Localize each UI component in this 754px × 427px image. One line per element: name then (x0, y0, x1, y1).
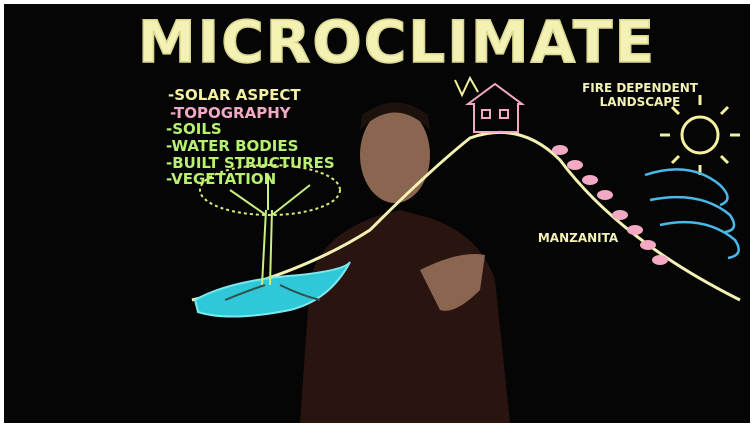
factor: -WATER BODIES (166, 137, 298, 155)
fire-label: FIRE DEPENDENT (582, 81, 699, 95)
title: MICROCLIMATE (138, 8, 656, 76)
plant-label: MANZANITA (538, 231, 619, 245)
fire-label: LANDSCAPE (600, 95, 681, 109)
factor: -SOILS (166, 120, 222, 138)
factor: -SOLAR ASPECT (168, 86, 301, 104)
video-frame: MICROCLIMATE -SOLAR ASPECT -TOPOGRAPHY -… (0, 0, 754, 427)
